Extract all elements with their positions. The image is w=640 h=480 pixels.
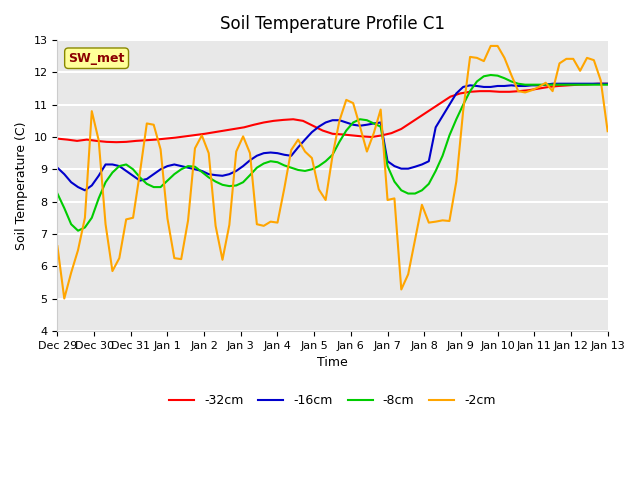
- -16cm: [563, 81, 570, 86]
- -32cm: [83, 137, 91, 143]
- -32cm: [436, 100, 444, 106]
- -8cm: [363, 117, 371, 123]
- -8cm: [487, 72, 495, 78]
- -2cm: [563, 56, 570, 62]
- -2cm: [515, 88, 522, 94]
- -32cm: [299, 118, 307, 124]
- -8cm: [54, 191, 61, 196]
- X-axis label: Time: Time: [317, 356, 348, 369]
- -8cm: [466, 88, 474, 94]
- -2cm: [60, 296, 68, 301]
- -16cm: [535, 83, 543, 88]
- Line: -8cm: -8cm: [58, 75, 607, 231]
- -32cm: [113, 139, 120, 145]
- -16cm: [54, 165, 61, 170]
- -8cm: [74, 228, 82, 234]
- -8cm: [563, 82, 570, 87]
- -2cm: [54, 243, 61, 249]
- -32cm: [594, 81, 602, 86]
- Legend: -32cm, -16cm, -8cm, -2cm: -32cm, -16cm, -8cm, -2cm: [164, 389, 501, 412]
- -2cm: [466, 54, 474, 60]
- -16cm: [404, 166, 412, 171]
- -32cm: [54, 136, 61, 142]
- Title: Soil Temperature Profile C1: Soil Temperature Profile C1: [220, 15, 445, 33]
- Line: -2cm: -2cm: [58, 46, 607, 299]
- -32cm: [604, 81, 611, 86]
- Text: SW_met: SW_met: [68, 52, 125, 65]
- -8cm: [604, 82, 611, 87]
- -2cm: [363, 149, 371, 155]
- -16cm: [363, 122, 371, 128]
- -8cm: [542, 82, 550, 87]
- -32cm: [73, 138, 81, 144]
- -2cm: [604, 128, 611, 134]
- Y-axis label: Soil Temperature (C): Soil Temperature (C): [15, 121, 28, 250]
- -16cm: [466, 83, 474, 88]
- Line: -32cm: -32cm: [58, 84, 607, 142]
- -32cm: [447, 94, 454, 99]
- -16cm: [604, 81, 611, 86]
- -32cm: [211, 129, 218, 135]
- -8cm: [515, 81, 522, 86]
- -8cm: [404, 191, 412, 196]
- -2cm: [542, 80, 550, 85]
- -2cm: [404, 271, 412, 277]
- -16cm: [81, 187, 89, 193]
- Line: -16cm: -16cm: [58, 84, 607, 190]
- -16cm: [548, 81, 556, 86]
- -16cm: [508, 83, 515, 88]
- -2cm: [487, 43, 495, 49]
